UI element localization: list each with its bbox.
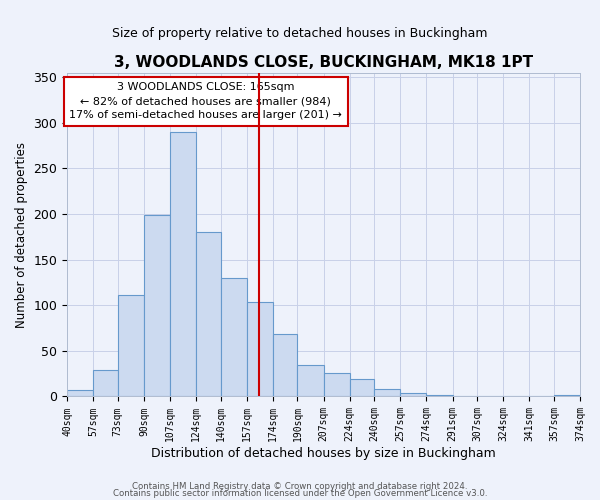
Y-axis label: Number of detached properties: Number of detached properties	[15, 142, 28, 328]
Title: 3, WOODLANDS CLOSE, BUCKINGHAM, MK18 1PT: 3, WOODLANDS CLOSE, BUCKINGHAM, MK18 1PT	[114, 55, 533, 70]
Bar	[298, 364, 323, 396]
Bar	[374, 389, 400, 396]
Bar	[67, 390, 93, 396]
Bar	[554, 394, 580, 396]
Bar	[427, 394, 452, 396]
Bar	[170, 132, 196, 396]
Bar	[196, 232, 221, 396]
Text: Contains HM Land Registry data © Crown copyright and database right 2024.: Contains HM Land Registry data © Crown c…	[132, 482, 468, 491]
X-axis label: Distribution of detached houses by size in Buckingham: Distribution of detached houses by size …	[151, 447, 496, 460]
Bar	[273, 334, 298, 396]
Bar	[144, 215, 170, 396]
Text: 3 WOODLANDS CLOSE: 165sqm
← 82% of detached houses are smaller (984)
17% of semi: 3 WOODLANDS CLOSE: 165sqm ← 82% of detac…	[69, 82, 342, 120]
Bar	[221, 278, 247, 396]
Bar	[247, 302, 273, 396]
Bar	[323, 372, 350, 396]
Text: Size of property relative to detached houses in Buckingham: Size of property relative to detached ho…	[112, 28, 488, 40]
Bar	[118, 295, 144, 396]
Bar	[93, 370, 118, 396]
Bar	[350, 379, 374, 396]
Text: Contains public sector information licensed under the Open Government Licence v3: Contains public sector information licen…	[113, 489, 487, 498]
Bar	[400, 393, 427, 396]
